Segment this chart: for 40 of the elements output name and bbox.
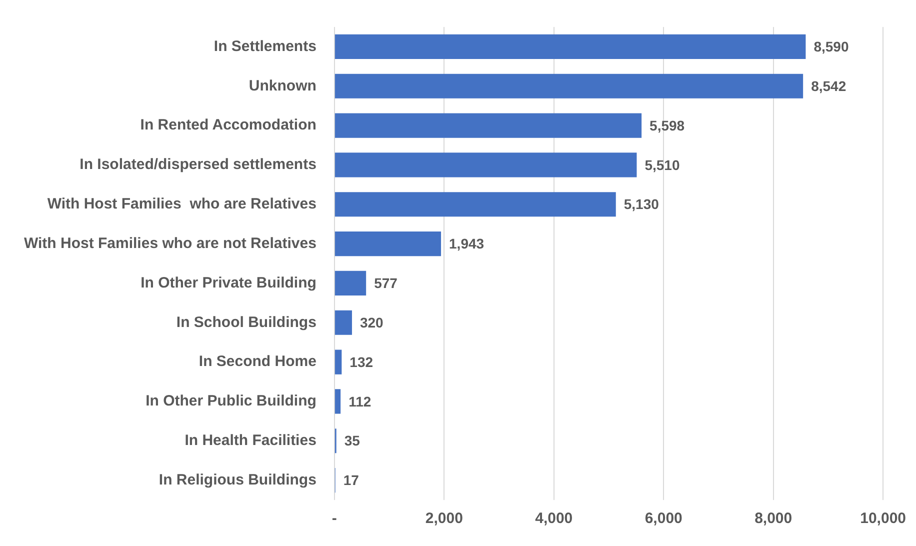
data-label: 132 [350,354,374,370]
bar [334,152,637,178]
data-label: 112 [348,393,372,410]
data-label: 577 [374,275,398,292]
y-tick-label: In Other Public Building [146,392,316,410]
bar [334,350,342,374]
data-label: 5,598 [650,117,685,134]
data-label: 35 [344,432,360,449]
y-tick-label: Unknown [248,77,316,94]
data-label: 5,130 [624,196,660,212]
data-label: 1,943 [449,236,484,252]
bar [334,34,806,59]
x-tick-label: - [332,510,337,528]
bar [334,310,352,335]
bar [334,270,366,296]
y-tick-label: In Second Home [198,353,316,370]
x-tick-label: 10,000 [860,510,906,528]
x-tick-label: 6,000 [644,510,682,528]
bar [334,74,804,98]
y-tick-label: With Host Families who are not Relatives [24,234,316,252]
x-tick-label: 2,000 [425,510,463,528]
bar [334,113,642,138]
x-tick-label: 8,000 [754,510,792,528]
data-label: 5,510 [644,156,680,173]
y-tick-label: In Religious Buildings [158,471,316,488]
y-tick-label: In Isolated/dispersed settlements [80,156,316,174]
bar [334,232,442,256]
y-tick-label: In Other Private Building [140,274,316,292]
y-tick-label: In Settlements [214,38,316,55]
data-label: 8,590 [814,38,849,55]
data-label: 8,542 [811,78,846,94]
bar [334,192,616,217]
y-tick-label: In Health Facilities [184,432,316,450]
y-tick-label: In School Buildings [176,314,316,331]
y-tick-label: In Rented Accomodation [140,116,316,134]
data-label: 320 [360,314,384,330]
data-label: 17 [343,472,360,488]
y-tick-label: With Host Families who are Relatives [47,196,316,213]
bar [334,389,341,414]
x-tick-label: 4,000 [535,510,573,528]
